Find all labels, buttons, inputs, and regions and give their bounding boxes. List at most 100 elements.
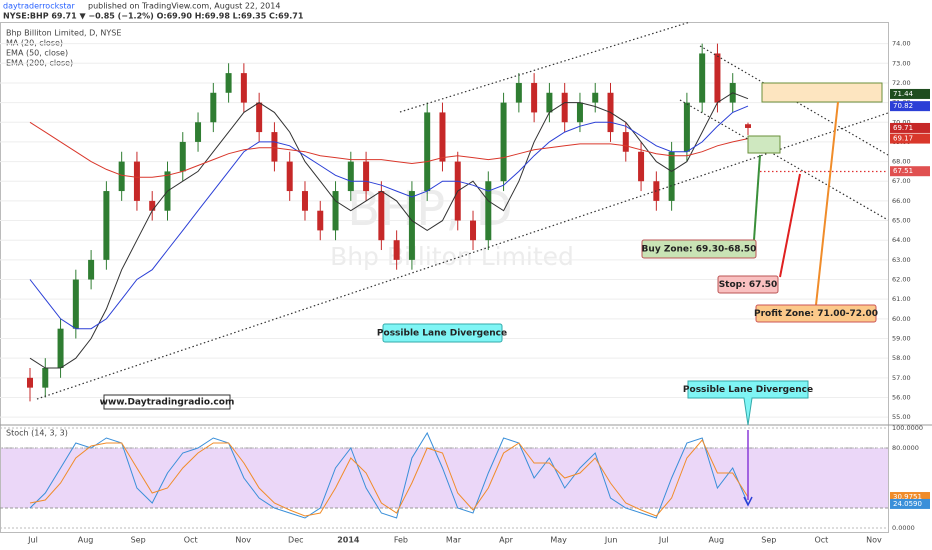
site-box bbox=[103, 394, 231, 410]
price-tag bbox=[890, 88, 930, 99]
arrow bbox=[779, 173, 801, 278]
channel-top bbox=[399, 21, 691, 113]
candle-body bbox=[103, 191, 110, 260]
y-tick-label: 61.00 bbox=[892, 295, 911, 303]
x-tick-label: Jul bbox=[658, 536, 669, 545]
price-tag-label: 71.44 bbox=[893, 90, 914, 98]
series-line bbox=[29, 105, 749, 330]
author[interactable]: daytraderrockstar bbox=[3, 2, 75, 11]
divergence-label: Possible Lane Divergence bbox=[683, 385, 813, 395]
candle-body bbox=[133, 161, 140, 201]
candle-body bbox=[179, 141, 186, 172]
y-tick-label: 100.0000 bbox=[892, 424, 923, 432]
divergence-box bbox=[382, 323, 503, 343]
y-tick-label: 80.0000 bbox=[892, 444, 919, 452]
x-tick-label: Aug bbox=[708, 536, 724, 545]
x-tick-label: Nov bbox=[235, 536, 251, 545]
drawn-layer: 55.00 56.00 57.00 58.00 59.00 60.00 61.00 62.00… bbox=[0, 40, 930, 545]
x-tick-label: Mar bbox=[446, 536, 462, 545]
y-tick-label: 72.00 bbox=[892, 79, 911, 87]
candle-body bbox=[485, 181, 492, 241]
x-tick-label: Jun bbox=[604, 536, 618, 545]
channel-bottom bbox=[36, 112, 889, 400]
candle-body bbox=[57, 328, 64, 368]
candle-body bbox=[210, 92, 217, 123]
candle-body bbox=[546, 92, 553, 113]
x-tick-label: Feb bbox=[394, 536, 408, 545]
candle-body bbox=[363, 161, 370, 192]
price-tag bbox=[890, 133, 930, 144]
series-line bbox=[29, 439, 749, 517]
candle-body bbox=[301, 191, 308, 211]
candle-body bbox=[424, 112, 431, 192]
x-tick-label: Sep bbox=[131, 536, 146, 545]
buy-label: Buy Zone: 69.30-68.50 bbox=[642, 245, 757, 255]
candle-body bbox=[240, 73, 247, 103]
candle-body bbox=[622, 132, 629, 152]
candle-body bbox=[88, 259, 95, 280]
candle-body bbox=[317, 210, 324, 231]
x-tick-label: Oct bbox=[184, 536, 198, 545]
y-tick-label: 63.00 bbox=[892, 256, 911, 264]
x-tick-label: Aug bbox=[78, 536, 94, 545]
series-line bbox=[29, 431, 749, 519]
candle-body bbox=[561, 92, 568, 123]
buy-zone bbox=[747, 135, 781, 154]
candle-body bbox=[72, 279, 79, 329]
candle-body bbox=[378, 191, 385, 241]
stoch-title: Stoch (14, 3, 3) bbox=[6, 429, 68, 438]
price-tag-label: 69.71 bbox=[893, 124, 913, 132]
stoch-arrowhead bbox=[743, 496, 753, 507]
candle-body bbox=[286, 161, 293, 192]
y-tick-label: 64.00 bbox=[892, 236, 911, 244]
legend-item: Bhp Billiton Limited, D, NYSE bbox=[6, 29, 121, 38]
profit-label: Profit Zone: 71.00-72.00 bbox=[754, 309, 878, 319]
series-line bbox=[29, 121, 749, 178]
watermark-name: Bhp Billiton Limited bbox=[330, 242, 574, 271]
candle-body bbox=[531, 82, 538, 113]
site-label: www.Daytradingradio.com bbox=[100, 398, 235, 408]
y-tick-label: 58.00 bbox=[892, 354, 911, 362]
candle-body bbox=[408, 191, 415, 260]
price-tag bbox=[890, 498, 930, 509]
candle-body bbox=[638, 151, 645, 182]
candle-body bbox=[149, 200, 156, 211]
x-tick-label: Oct bbox=[814, 536, 828, 545]
price-tag bbox=[890, 122, 930, 133]
x-tick-label: 2014 bbox=[337, 536, 360, 545]
candle-body bbox=[347, 161, 354, 192]
y-tick-label: 65.00 bbox=[892, 217, 911, 225]
y-tick-label: 62.00 bbox=[892, 276, 911, 284]
arrow bbox=[815, 101, 839, 306]
price-tag bbox=[890, 166, 930, 177]
y-tick-label: 67.00 bbox=[892, 177, 911, 185]
candle-body bbox=[118, 161, 125, 192]
profit-label-box bbox=[755, 304, 877, 323]
y-tick-label: 66.00 bbox=[892, 197, 911, 205]
y-tick-label: 60.00 bbox=[892, 315, 911, 323]
price-tag-label: 69.17 bbox=[893, 135, 913, 143]
candle-body bbox=[500, 102, 507, 182]
y-tick-label: 0.0000 bbox=[892, 524, 915, 532]
x-tick-label: Apr bbox=[499, 536, 514, 545]
candle-body bbox=[668, 151, 675, 201]
plot-frame bbox=[0, 22, 889, 533]
y-tick-label: 59.00 bbox=[892, 335, 911, 343]
divergence-callout bbox=[687, 380, 809, 426]
x-tick-label: May bbox=[550, 536, 567, 545]
candle-body bbox=[225, 73, 232, 93]
candle-body bbox=[745, 124, 751, 128]
price-tag-label: 24.0590 bbox=[893, 500, 922, 508]
stop-label: Stop: 67.50 bbox=[719, 280, 778, 290]
candle-body bbox=[332, 191, 339, 231]
candle-body bbox=[714, 53, 721, 103]
price-tag bbox=[890, 101, 930, 112]
divergence-label: Possible Lane Divergence bbox=[377, 329, 507, 339]
price-tag bbox=[890, 492, 930, 503]
candle-body bbox=[256, 102, 263, 133]
y-tick-label: 55.00 bbox=[892, 413, 911, 421]
y-tick-label: 56.00 bbox=[892, 393, 911, 401]
quote: NYSE:BHP 69.71 ▼ −0.85 (−1.2%) O:69.90 H… bbox=[3, 12, 304, 21]
series-line bbox=[29, 92, 749, 369]
